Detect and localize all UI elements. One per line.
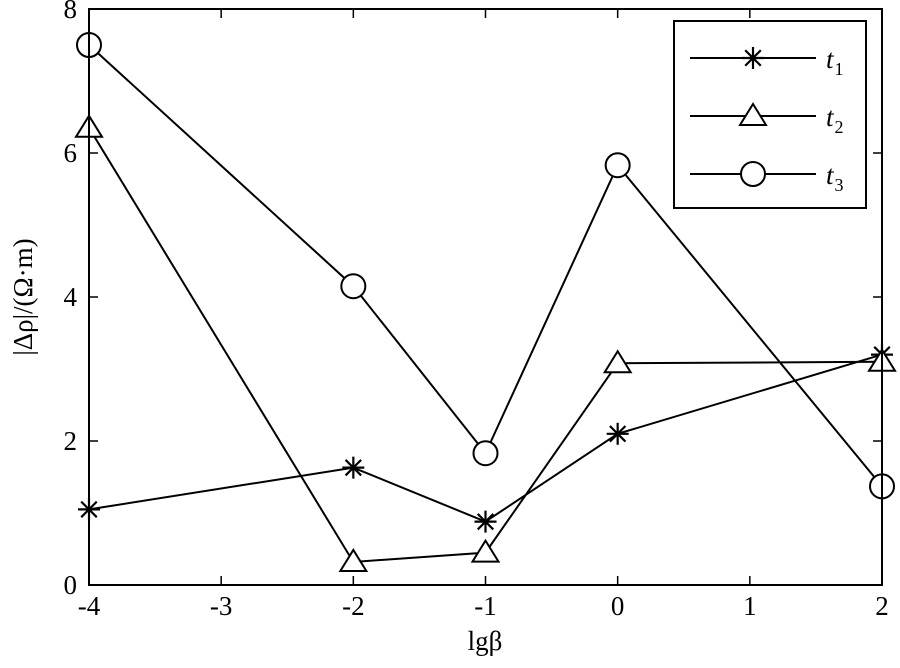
data-point-t3-3 [604,152,631,179]
y-tick-label-3: 6 [64,138,78,168]
x-tick-label-2: -2 [342,591,365,621]
legend-marker-t2-shape [738,102,768,126]
legend-label-main-t2: t [826,102,835,132]
x-axis-title: lgβ [468,626,503,656]
x-tick-label-6: 2 [875,591,889,621]
chart-marks [74,32,897,572]
data-point-t1-3 [606,422,629,445]
data-point-t1-3-stroke-3 [609,425,627,443]
data-point-t2-3 [602,349,633,374]
data-point-t2-2 [470,538,501,563]
x-tick-label-0: -4 [78,591,101,621]
data-point-t3-1 [340,273,367,300]
legend-marker-t3-shape [740,161,766,187]
data-point-t2-2-shape [470,538,501,563]
x-tick-label-3: -1 [474,591,497,621]
y-axis-title: |Δρ|/(Ω·m) [8,238,38,355]
legend-label-t1: t1 [826,44,844,79]
series-line-t1 [88,353,883,523]
legend-label-sub-t3: 3 [835,175,844,195]
data-point-t3-3-shape [604,152,631,179]
data-point-t3-2-shape [472,440,499,467]
legend-label-sub-t1: 1 [835,59,844,79]
y-tick-label-1: 2 [64,426,78,456]
legend-label-main-t3: t [826,160,835,190]
chart-axes: -4 -3 -2 -1 0 1 2 0 2 4 6 8 [64,0,889,621]
legend-label-t3: t3 [826,160,844,195]
y-tick-label-0: 0 [64,570,78,600]
data-point-t1-1 [342,456,365,479]
data-point-t2-1-shape [338,548,369,572]
legend-marker-t1 [742,47,764,69]
x-tick-label-1: -3 [210,591,233,621]
legend-box [673,20,867,209]
y-tick-label-4: 8 [64,0,78,24]
data-point-t1-1-stroke-3 [344,459,362,477]
data-point-t1-2 [474,510,497,533]
legend-label-sub-t2: 2 [835,117,844,137]
x-tick-label-5: 1 [743,591,757,621]
data-point-t2-1 [338,548,369,572]
legend-label-main-t1: t [826,44,835,74]
data-point-t3-2 [472,440,499,467]
legend-marker-t1-stroke-3 [744,49,762,67]
y-tick-label-2: 4 [64,282,78,312]
legend-label-t2: t2 [826,102,844,137]
x-tick-label-4: 0 [611,591,625,621]
data-point-t3-1-shape [340,273,367,300]
data-point-t1-2-stroke-3 [476,513,495,531]
data-point-t2-3-shape [602,349,633,374]
legend-marker-t3 [740,161,766,187]
legend-marker-t2 [738,102,768,126]
